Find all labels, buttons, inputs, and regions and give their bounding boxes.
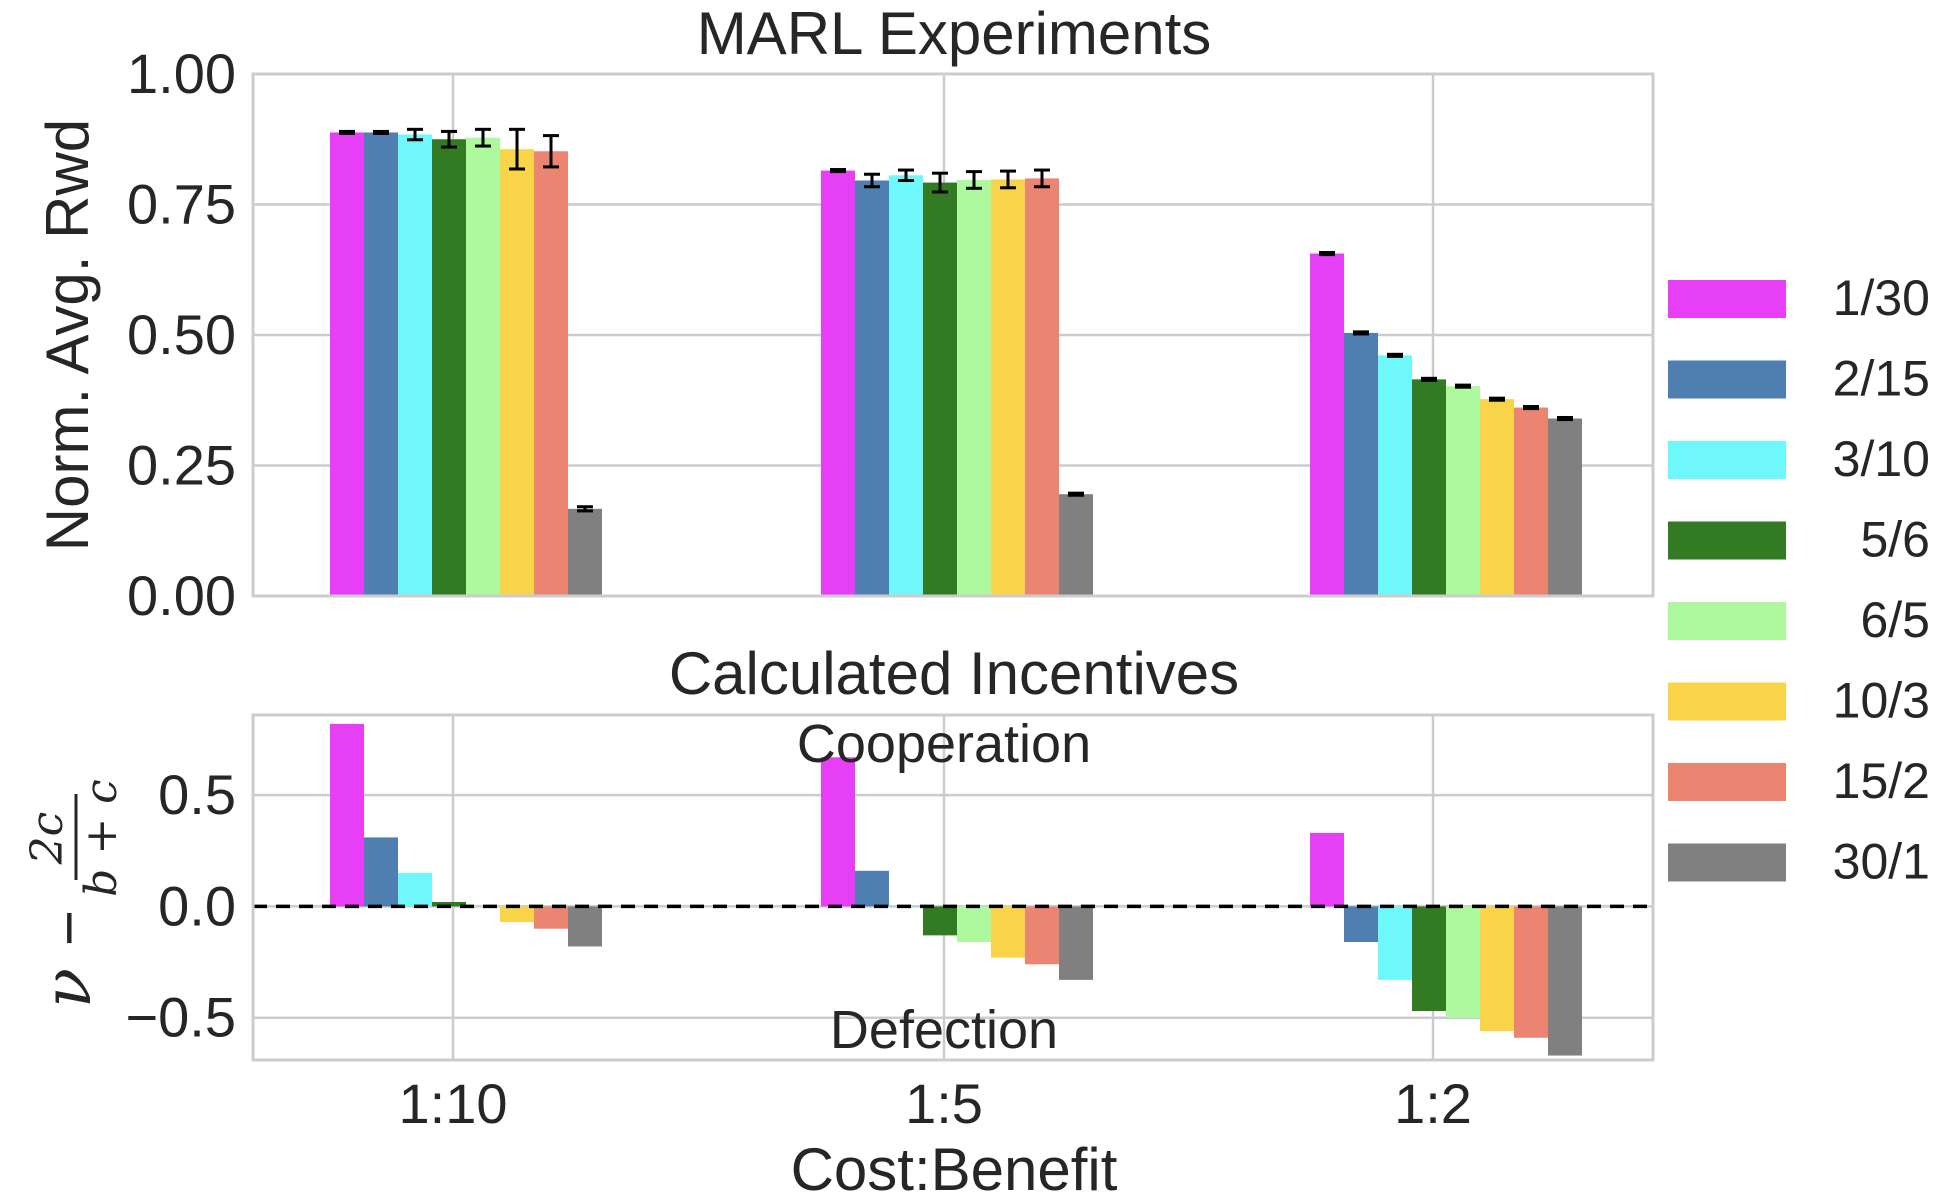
y-label-nu: ν [29,968,106,1008]
top-y-tick-label: 0.50 [127,303,236,366]
defection-annotation: Defection [830,1000,1058,1060]
bottom-bar [1344,906,1378,943]
bottom-bar [364,837,398,907]
x-axis-label: Cost:Benefit [791,1136,1118,1203]
top-bar [534,151,568,597]
top-bar [1059,494,1093,596]
bottom-bar [500,906,534,922]
bottom-y-axis-label: ν − 2c b + c [22,779,127,1008]
legend-swatch [1668,441,1786,479]
top-bar [330,132,364,597]
bottom-bar [821,757,855,907]
top-bar [1446,386,1480,596]
bottom-plot-frame [251,713,1655,1062]
top-bar [1514,407,1548,596]
legend-swatch [1668,843,1786,882]
top-y-tick-label: 0.75 [127,173,236,236]
bottom-y-tick-label: −0.5 [125,986,236,1049]
bottom-bar [534,906,568,929]
bottom-bar [432,901,466,907]
top-bar [1310,253,1344,596]
bottom-y-tick-label: 0.0 [158,874,236,937]
top-bar [1480,399,1514,596]
bottom-bar [568,906,602,947]
top-y-tick-label: 0.25 [127,434,236,497]
bottom-bar [957,906,991,943]
y-label-minus: − [35,910,104,946]
bottom-chart-title: Calculated Incentives [669,640,1239,707]
top-bar [1412,379,1446,596]
bottom-bar [330,723,364,907]
top-bar [568,508,602,596]
top-bar [1025,178,1059,596]
bottom-bar [1548,906,1582,1056]
bottom-bar [398,873,432,907]
bottom-bar [1480,906,1514,1032]
bottom-bar [1310,832,1344,907]
bottom-bar [923,906,957,936]
bottom-bar [1514,906,1548,1038]
legend-label: 2/15 [1833,351,1930,407]
legend-label: 30/1 [1833,834,1930,890]
legend-label: 3/10 [1833,431,1930,487]
x-tick-label: 1:2 [1394,1072,1472,1135]
legend-swatch [1668,280,1786,318]
top-y-tick-label: 0.00 [127,564,236,627]
top-chart-title: MARL Experiments [697,0,1212,67]
y-label-fraction-numerator: 2c [22,812,73,866]
legend-label: 5/6 [1860,512,1930,568]
legend-swatch [1668,521,1786,560]
bottom-bar [1378,906,1412,980]
bottom-y-tick-label: 0.5 [158,763,236,826]
bottom-bar [991,906,1025,958]
legend-swatch [1668,360,1786,399]
legend-label: 1/30 [1833,270,1930,326]
top-bar [1344,332,1378,596]
legend-label: 6/5 [1860,592,1930,648]
top-bar [957,179,991,596]
top-bar [1548,418,1582,596]
top-bar [466,137,500,596]
legend-swatch [1668,682,1786,721]
legend-label: 10/3 [1833,673,1930,729]
top-y-axis-label: Norm. Avg. Rwd [34,119,101,551]
top-bar [364,132,398,597]
legend-swatch [1668,763,1786,801]
top-y-tick-label: 1.00 [127,42,236,105]
x-tick-label: 1:5 [905,1072,983,1135]
x-tick-label: 1:10 [399,1072,508,1135]
top-bar [1378,355,1412,596]
top-bar [432,139,466,596]
top-bar [855,180,889,596]
bottom-bar [1446,906,1480,1018]
bottom-bar [1059,906,1093,980]
top-bar [500,149,534,596]
top-bar [821,170,855,596]
top-bar [889,175,923,596]
bottom-bar [1025,906,1059,965]
top-bar [398,134,432,596]
y-label-fraction-denominator: b + c [76,779,127,897]
legend-label: 15/2 [1833,753,1930,809]
cooperation-annotation: Cooperation [797,714,1091,774]
top-bar [991,179,1025,596]
bottom-bar [1412,906,1446,1012]
top-plot-frame [251,72,1655,598]
top-bar [923,182,957,597]
legend-swatch [1668,602,1786,640]
bottom-bar [855,870,889,907]
legend: 1/30 2/15 3/10 5/6 6/5 10/3 15/2 30/1 [1668,270,1930,890]
